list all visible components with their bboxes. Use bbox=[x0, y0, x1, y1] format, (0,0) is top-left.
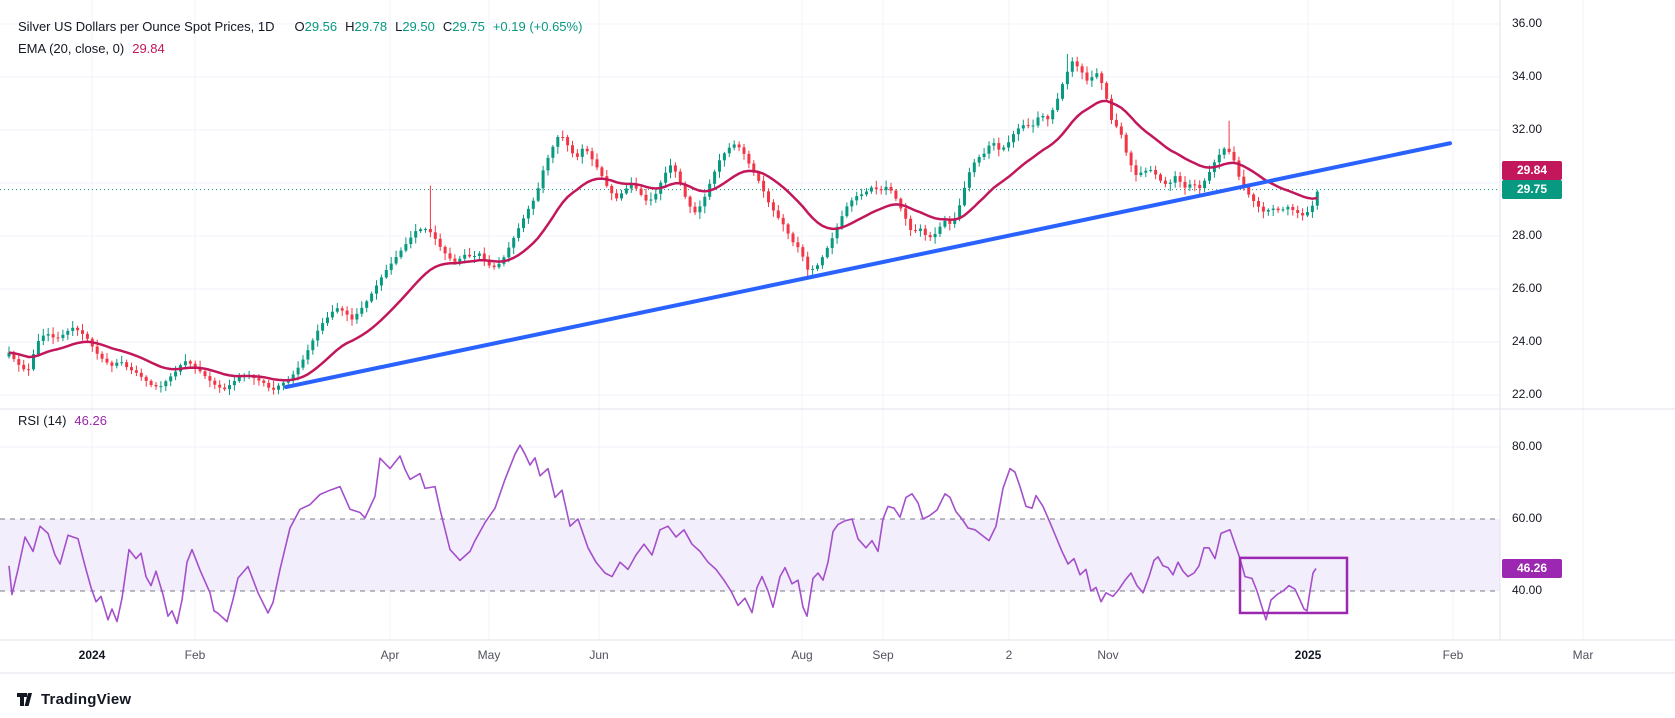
rsi-tick-label: 40.00 bbox=[1512, 583, 1543, 597]
time-tick-label: Aug bbox=[791, 648, 813, 662]
time-tick-label: Nov bbox=[1097, 648, 1119, 662]
ohlc-value: 29.56 bbox=[304, 19, 338, 34]
ohlc-value: 29.75 bbox=[452, 19, 485, 34]
ema-value: 29.84 bbox=[132, 41, 165, 56]
tradingview-logo-icon bbox=[17, 693, 32, 706]
ohlc-key: H bbox=[345, 19, 355, 34]
symbol-legend-row[interactable]: Silver US Dollars per Ounce Spot Prices,… bbox=[18, 16, 582, 38]
ohlc-key: O bbox=[294, 19, 305, 34]
ema-legend-row[interactable]: EMA (20, close, 0) 29.84 bbox=[18, 38, 582, 60]
pane-separators bbox=[0, 0, 1675, 674]
time-tick-label: Feb bbox=[1442, 648, 1464, 662]
rsi-line[interactable] bbox=[8, 444, 1317, 625]
ema-price-badge: 29.84 bbox=[1502, 160, 1562, 180]
rsi-highlight-box[interactable] bbox=[1238, 556, 1349, 615]
price-tick-label: 24.00 bbox=[1512, 334, 1543, 348]
time-tick-label: 2024 bbox=[78, 648, 106, 662]
ema-label: EMA (20, close, 0) bbox=[18, 41, 125, 56]
time-tick-label: Jun bbox=[589, 648, 609, 662]
price-tick-label: 22.00 bbox=[1512, 387, 1543, 401]
ohlc-value: 29.78 bbox=[354, 19, 388, 34]
rsi-label: RSI (14) bbox=[18, 413, 67, 428]
tradingview-logo-text: TradingView bbox=[41, 691, 132, 708]
time-tick-label: 2 bbox=[1005, 648, 1013, 662]
candlestick-series bbox=[7, 53, 1319, 396]
rsi-tick-label: 60.00 bbox=[1512, 511, 1543, 525]
ohlc-key: C bbox=[442, 19, 453, 34]
ema-line[interactable] bbox=[8, 99, 1318, 382]
rsi-value: 46.26 bbox=[74, 413, 107, 428]
last-price-badge: 29.75 bbox=[1502, 180, 1562, 200]
symbol-title: Silver US Dollars per Ounce Spot Prices,… bbox=[18, 19, 275, 34]
price-tick-label: 26.00 bbox=[1512, 281, 1543, 295]
trendline[interactable] bbox=[284, 141, 1452, 390]
price-tick-label: 32.00 bbox=[1512, 122, 1543, 136]
time-tick-label: Sep bbox=[872, 648, 894, 662]
rsi-legend-row[interactable]: RSI (14) 46.26 bbox=[18, 413, 107, 428]
ohlc-value: 29.50 bbox=[402, 19, 435, 34]
rsi-band bbox=[0, 518, 1500, 592]
main-pane-legend[interactable]: Silver US Dollars per Ounce Spot Prices,… bbox=[18, 16, 582, 60]
price-tick-label: 36.00 bbox=[1512, 16, 1543, 30]
rsi-value-badge: 46.26 bbox=[1502, 558, 1562, 578]
time-tick-label: 2025 bbox=[1294, 648, 1322, 662]
time-tick-label: Mar bbox=[1572, 648, 1594, 662]
time-tick-label: Feb bbox=[184, 648, 206, 662]
time-tick-label: Apr bbox=[380, 648, 400, 662]
tradingview-logo[interactable]: TradingView bbox=[16, 690, 131, 709]
rsi-tick-label: 80.00 bbox=[1512, 439, 1543, 453]
time-tick-label: May bbox=[477, 648, 501, 662]
price-tick-label: 28.00 bbox=[1512, 228, 1543, 242]
price-tick-label: 34.00 bbox=[1512, 69, 1543, 83]
change-value: +0.19 (+0.65%) bbox=[492, 19, 583, 34]
ohlc-key: L bbox=[395, 19, 403, 34]
